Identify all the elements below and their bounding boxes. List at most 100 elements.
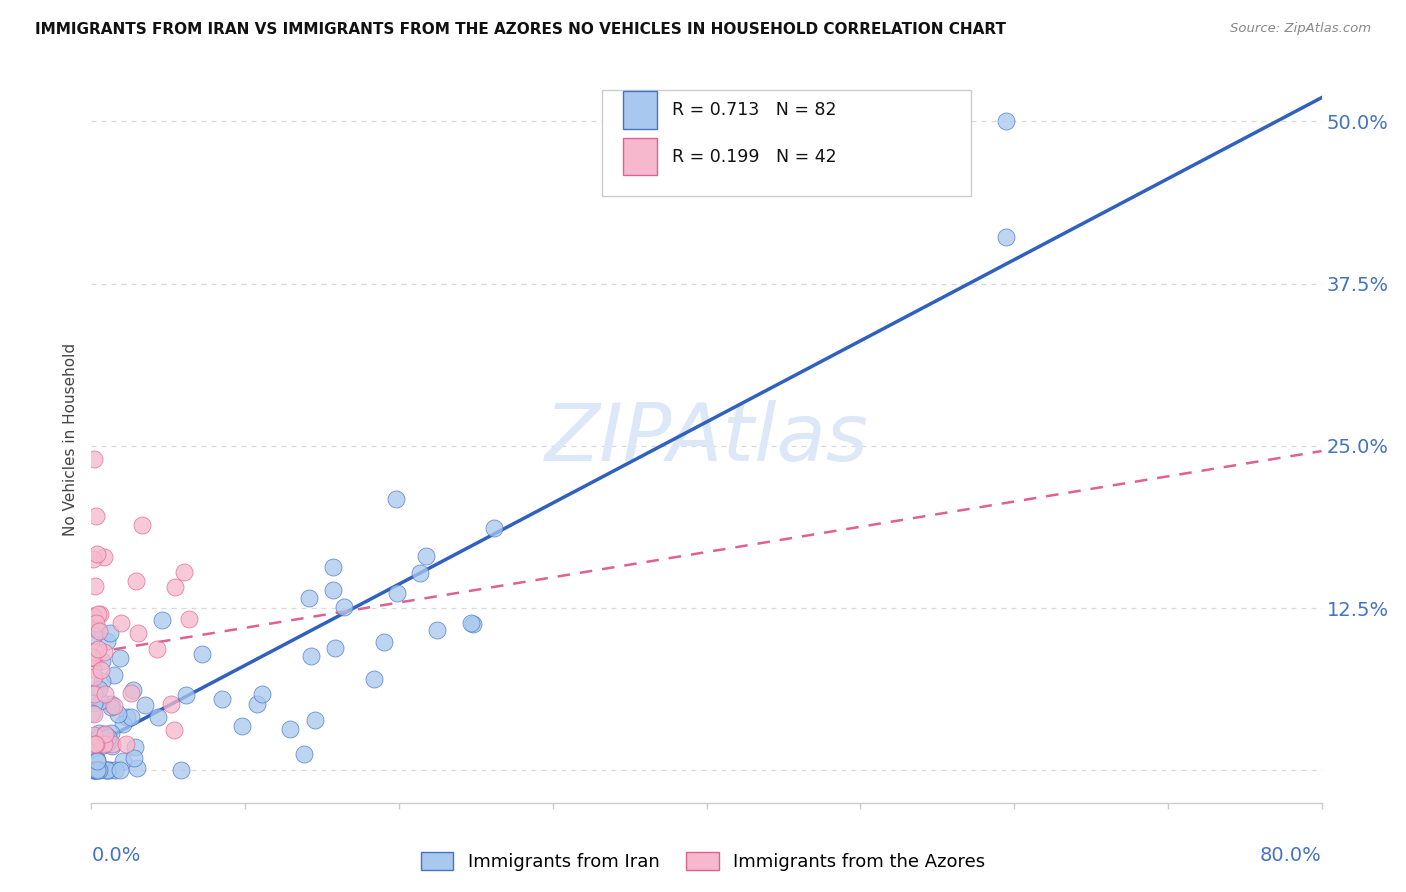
Point [322,560,344,574]
Point [112,717,135,731]
Point [94,727,117,741]
Point [110,764,132,778]
Point [409,566,432,580]
Point [93,549,115,564]
Point [96,634,118,648]
Point [98,626,121,640]
Text: ZIPAtlas: ZIPAtlas [544,401,869,478]
Point [83,764,105,778]
Point [84,764,107,778]
Point [86,764,108,778]
Point [426,623,449,637]
Point [87,764,110,778]
Point [121,682,143,697]
Point [86,738,108,752]
Point [152,613,174,627]
Point [87,624,110,638]
Point [80,742,103,756]
Point [84,622,107,636]
Point [90,738,112,752]
Point [134,698,156,712]
Point [90,663,112,677]
Point [82,609,104,624]
Point [103,699,125,714]
Point [96,764,118,778]
Point [83,687,105,701]
Point [231,719,253,733]
Point [83,738,105,752]
Point [160,697,183,711]
FancyBboxPatch shape [602,90,972,195]
Point [100,739,122,753]
Point [87,682,110,697]
Point [90,654,112,668]
Point [292,747,315,761]
Point [83,696,105,710]
Point [482,521,505,535]
Point [252,687,274,701]
Point [124,739,146,754]
Point [110,651,132,665]
Point [84,616,107,631]
Point [94,736,117,750]
Point [100,725,122,739]
Point [131,517,153,532]
Point [93,645,115,659]
Point [83,727,105,741]
Point [461,616,484,631]
Point [82,661,104,675]
Point [84,509,107,524]
Point [94,764,117,778]
Point [373,635,395,649]
Point [83,650,105,665]
Point [103,668,125,682]
Point [323,641,346,656]
Point [82,737,104,751]
Point [460,615,482,630]
Point [111,754,134,768]
Point [84,579,107,593]
Point [82,650,104,665]
Point [995,230,1018,244]
Point [125,574,148,588]
Point [125,761,148,775]
Point [115,738,138,752]
Point [110,615,132,630]
Point [83,451,105,466]
Legend: Immigrants from Iran, Immigrants from the Azores: Immigrants from Iran, Immigrants from th… [413,845,993,879]
Point [415,549,437,564]
Text: R = 0.713   N = 82: R = 0.713 N = 82 [672,101,837,119]
Point [87,607,110,622]
Point [90,739,112,753]
Point [995,114,1018,128]
Text: 80.0%: 80.0% [1260,847,1322,865]
Point [86,754,108,768]
Point [89,607,111,622]
Text: 0.0%: 0.0% [91,847,141,865]
Point [82,552,104,566]
Point [107,707,129,722]
Point [83,670,105,684]
Point [83,763,105,777]
Point [127,626,149,640]
Point [191,647,214,661]
Point [93,727,115,741]
Point [333,599,356,614]
Text: R = 0.199   N = 42: R = 0.199 N = 42 [672,147,837,166]
Point [384,492,406,507]
Point [173,566,195,580]
Point [87,764,110,778]
Point [94,688,117,702]
Point [124,751,146,765]
Point [278,723,301,737]
Point [304,713,326,727]
Point [97,730,120,744]
Point [177,612,200,626]
Point [246,698,269,712]
Point [87,641,110,656]
Point [120,686,142,700]
Point [86,753,108,767]
Point [100,700,122,714]
Text: Source: ZipAtlas.com: Source: ZipAtlas.com [1230,22,1371,36]
Y-axis label: No Vehicles in Household: No Vehicles in Household [63,343,79,536]
